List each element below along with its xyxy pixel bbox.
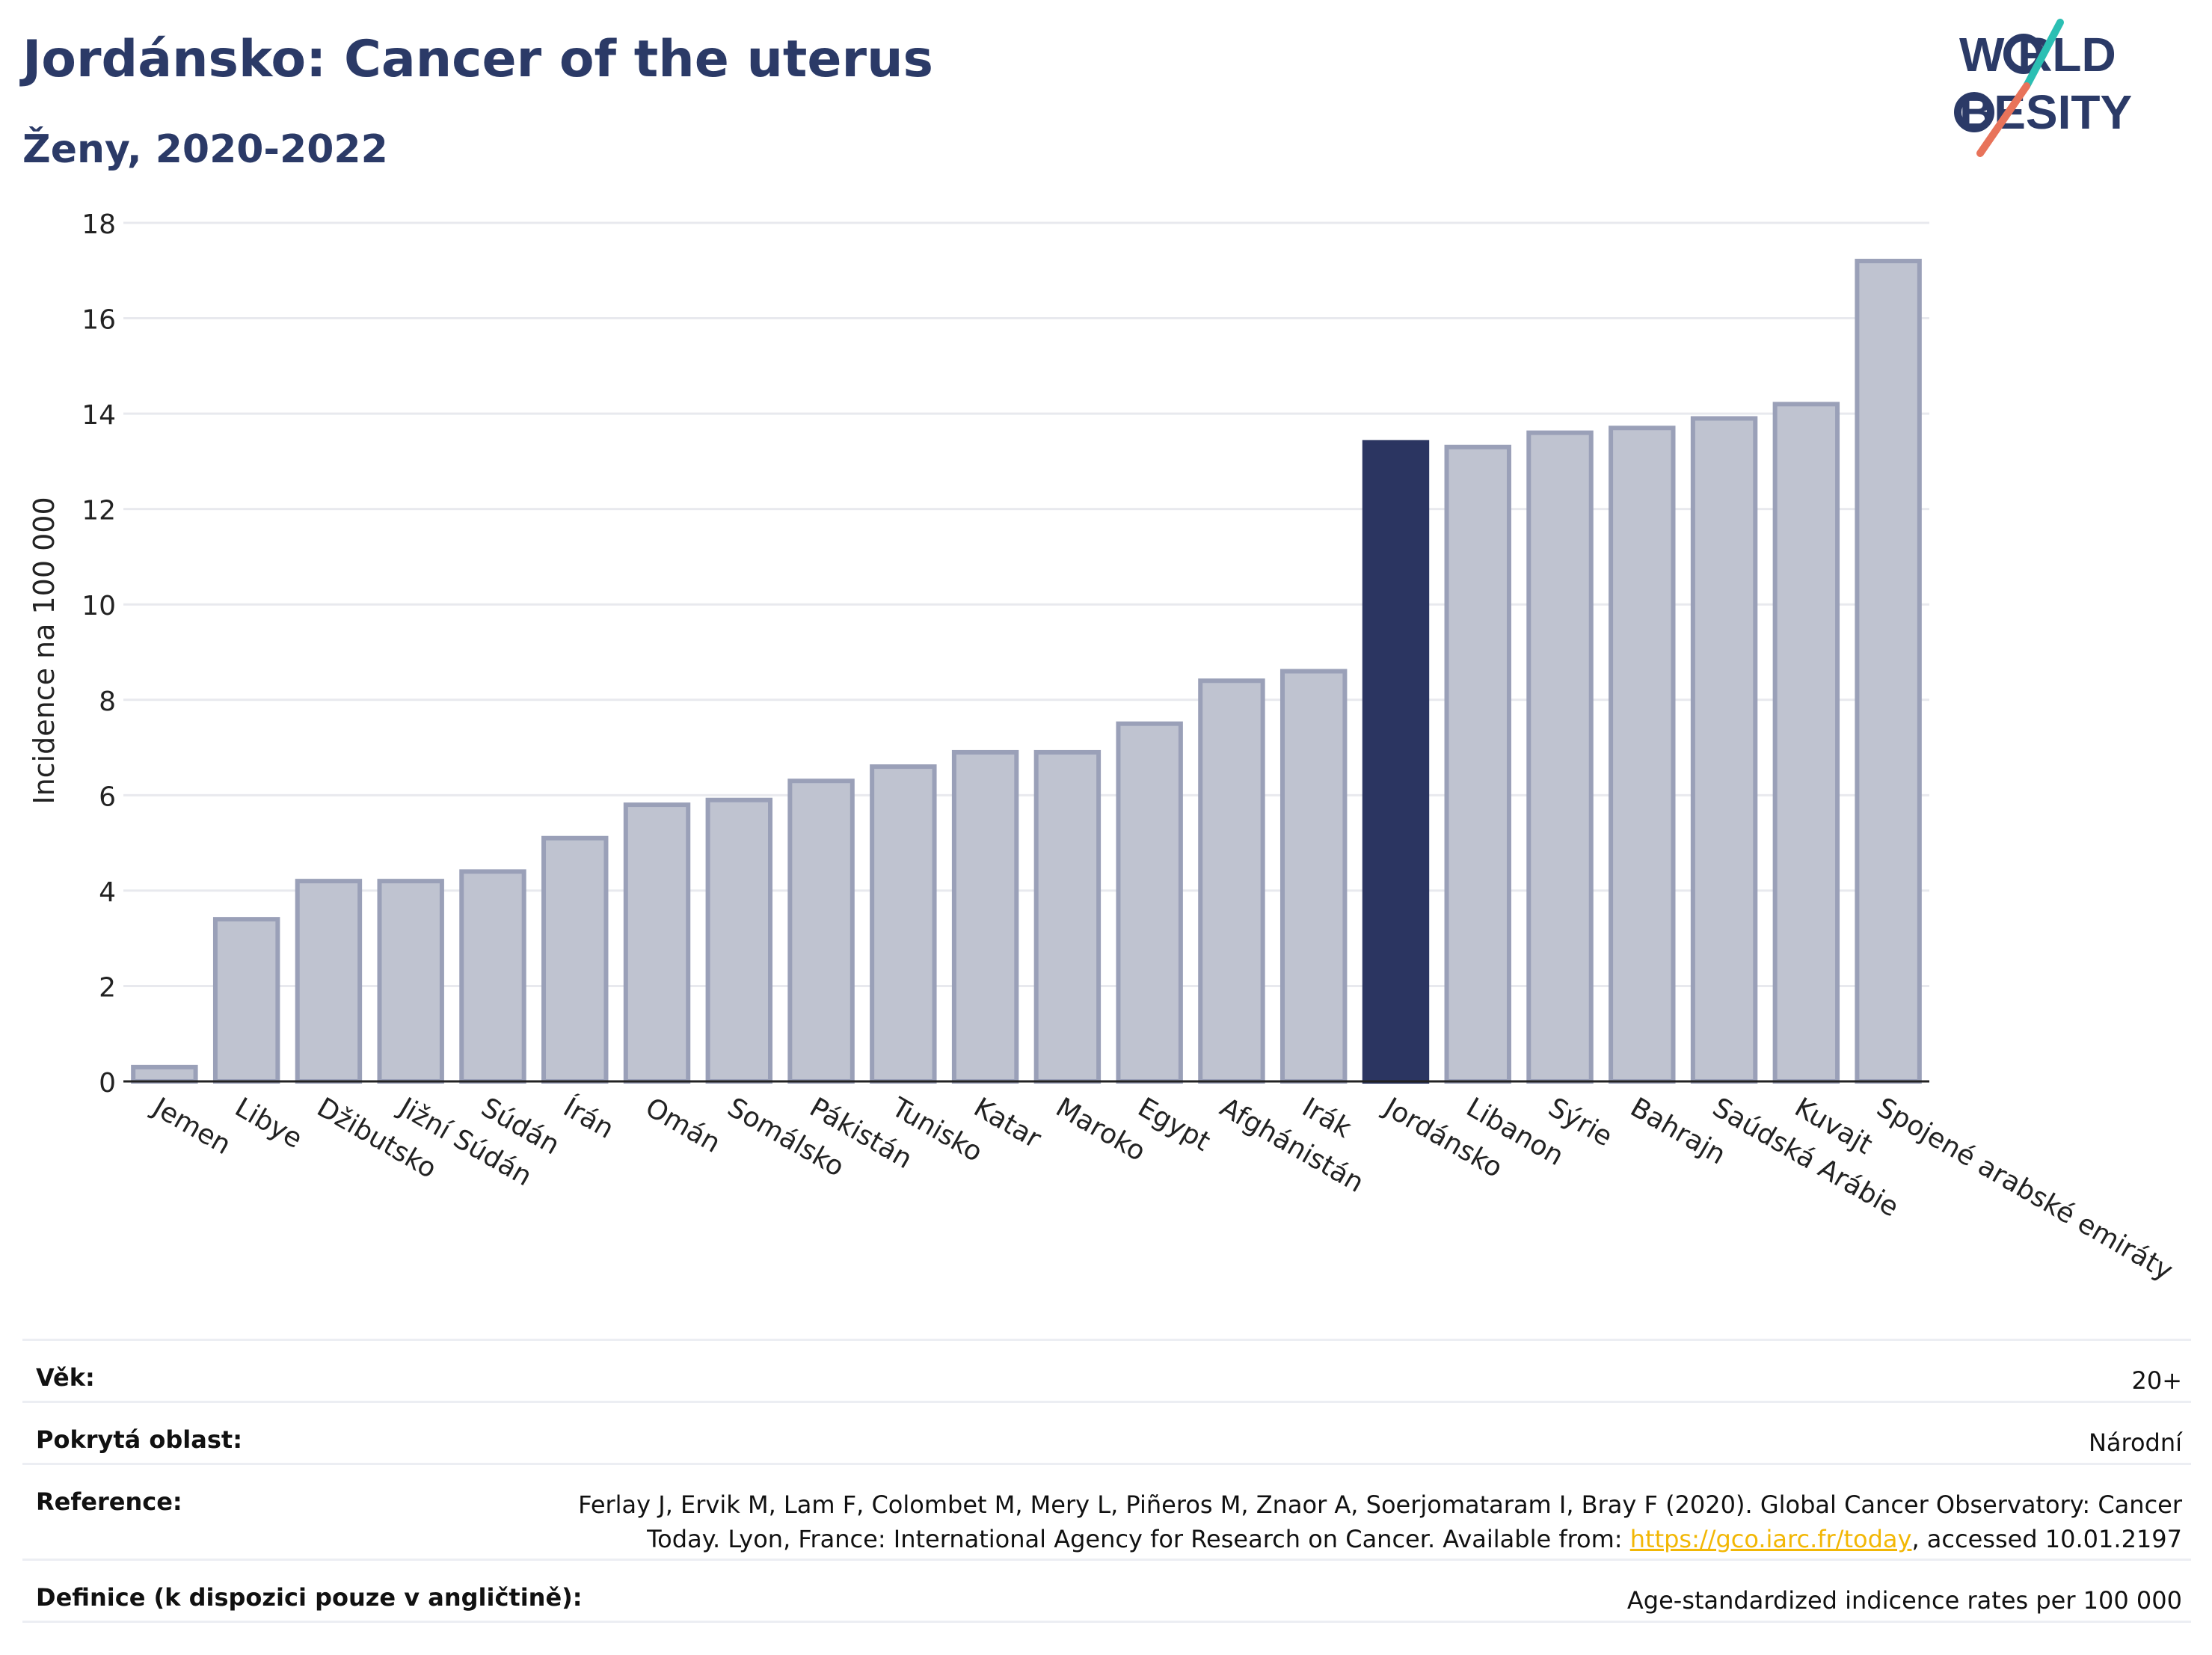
- y-tick-label: 14: [82, 400, 116, 431]
- reference-label: Reference:: [36, 1487, 182, 1516]
- y-tick-label: 10: [82, 591, 116, 621]
- logo-slash-coral: [1976, 82, 2030, 157]
- bar: [541, 835, 609, 1084]
- bar: [131, 1064, 198, 1084]
- bar: [1526, 430, 1594, 1084]
- x-tick-label: Maroko: [1051, 1092, 1151, 1167]
- meta-row-definition: Definice (k dispozici pouze v angličtině…: [22, 1559, 2191, 1623]
- bar-highlight: [1362, 440, 1430, 1084]
- bar: [295, 879, 363, 1084]
- reference-line2: Today. Lyon, France: International Agenc…: [578, 1522, 2182, 1556]
- meta-row-age: Věk: 20+: [22, 1339, 2191, 1401]
- y-tick-label: 16: [82, 305, 116, 336]
- world-obesity-logo: W RLD BESITY: [1954, 19, 2132, 157]
- bar: [1198, 678, 1265, 1084]
- bar: [1279, 669, 1348, 1084]
- bar: [1609, 426, 1676, 1084]
- definition-label: Definice (k dispozici pouze v angličtině…: [36, 1583, 583, 1612]
- bar: [1444, 444, 1511, 1084]
- x-tick-label: Írán: [558, 1091, 619, 1145]
- y-tick-label: 8: [99, 687, 116, 717]
- y-tick-label: 6: [99, 782, 116, 812]
- logo-slash-teal: [2023, 19, 2064, 90]
- bar: [787, 779, 855, 1084]
- page-title: Jordánsko: Cancer of the uterus: [22, 30, 933, 89]
- age-label: Věk:: [36, 1363, 95, 1392]
- bars: [131, 259, 1922, 1084]
- page-subtitle: Ženy, 2020-2022: [22, 127, 388, 172]
- logo-o-lower: [1954, 92, 1994, 132]
- y-axis-label: Incidence na 100 000: [28, 497, 61, 804]
- metadata-table: Věk: 20+ Pokrytá oblast: Národní Referen…: [22, 1339, 2191, 1623]
- reference-value: Ferlay J, Ervik M, Lam F, Colombet M, Me…: [578, 1487, 2182, 1556]
- definition-value: Age-standardized indicence rates per 100…: [1626, 1586, 2182, 1615]
- meta-row-coverage: Pokrytá oblast: Národní: [22, 1401, 2191, 1463]
- bar: [951, 749, 1019, 1084]
- reference-line1: Ferlay J, Ervik M, Lam F, Colombet M, Me…: [578, 1490, 2182, 1519]
- coverage-label: Pokrytá oblast:: [36, 1425, 242, 1454]
- y-tick-labels: 0 2 4 6 8 10 12 14 16 18: [82, 209, 116, 1099]
- x-tick-label: Spojené arabské emiráty: [1872, 1092, 2178, 1286]
- x-tick-label: Jemen: [147, 1091, 236, 1161]
- reference-line2-pre: Today. Lyon, France: International Agenc…: [647, 1525, 1630, 1553]
- x-tick-label: Bahrajn: [1625, 1092, 1730, 1170]
- y-tick-label: 12: [82, 496, 116, 526]
- y-tick-label: 18: [82, 209, 116, 240]
- bar: [1690, 416, 1758, 1084]
- bar: [870, 764, 937, 1084]
- x-tick-label: Libye: [230, 1092, 307, 1155]
- bar: [1033, 749, 1102, 1084]
- meta-row-reference: Reference: Ferlay J, Ervik M, Lam F, Col…: [22, 1463, 2191, 1559]
- bar: [377, 879, 444, 1084]
- x-tick-label: Afghánistán: [1214, 1092, 1368, 1199]
- age-value: 20+: [2131, 1366, 2182, 1395]
- bar: [212, 917, 280, 1084]
- y-tick-label: 2: [99, 972, 116, 1003]
- y-tick-label: 0: [99, 1068, 116, 1099]
- y-tick-label: 4: [99, 877, 116, 908]
- bar: [1772, 402, 1840, 1084]
- coverage-value: Národní: [2088, 1428, 2182, 1457]
- x-tick-label: Omán: [640, 1092, 725, 1159]
- bar: [1116, 721, 1183, 1084]
- bar: [623, 802, 691, 1084]
- reference-link[interactable]: https://gco.iarc.fr/today: [1629, 1525, 1912, 1553]
- bar: [705, 797, 773, 1084]
- reference-line2-post: , accessed 10.01.2197: [1911, 1525, 2182, 1553]
- bar: [1855, 259, 1922, 1084]
- bar: [459, 869, 526, 1084]
